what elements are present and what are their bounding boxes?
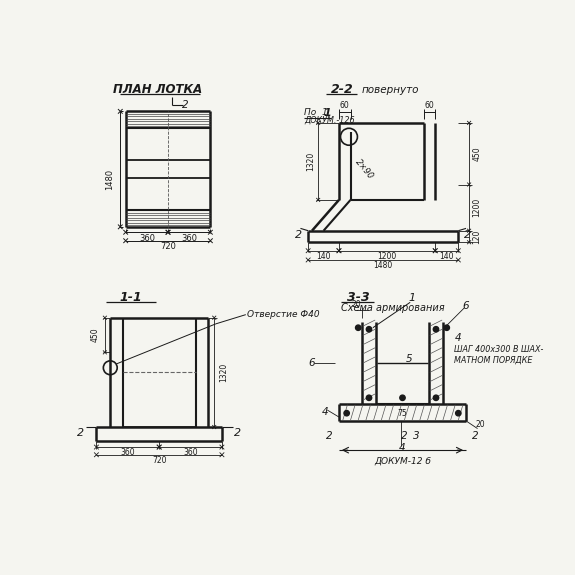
Text: 450: 450	[472, 147, 481, 161]
Circle shape	[455, 411, 461, 416]
Text: 1200: 1200	[472, 198, 481, 217]
Text: 720: 720	[160, 243, 176, 251]
Text: 3: 3	[413, 431, 420, 441]
Text: 4: 4	[322, 407, 328, 417]
Circle shape	[344, 411, 350, 416]
Text: 720: 720	[152, 455, 166, 465]
Text: 1: 1	[324, 108, 331, 118]
Text: 450: 450	[90, 328, 99, 342]
Text: 1320: 1320	[219, 363, 228, 382]
Circle shape	[434, 327, 439, 332]
Text: ШАГ 400х300 В ШАХ-
МАТНОМ ПОРЯДКЕ: ШАГ 400х300 В ШАХ- МАТНОМ ПОРЯДКЕ	[454, 346, 544, 365]
Text: Схема армирования: Схема армирования	[342, 304, 445, 313]
Text: 1-1: 1-1	[120, 291, 143, 304]
Text: 2: 2	[234, 428, 241, 438]
Text: 120: 120	[472, 229, 481, 244]
Text: 1320: 1320	[306, 152, 315, 171]
Text: 6: 6	[309, 358, 315, 368]
Text: 360: 360	[121, 448, 135, 457]
Text: ДОКУМ.-126: ДОКУМ.-126	[304, 116, 355, 125]
Text: 2-2: 2-2	[331, 83, 354, 96]
Text: 20: 20	[351, 300, 361, 309]
Circle shape	[434, 395, 439, 400]
Text: 2: 2	[472, 431, 478, 441]
Text: 1200: 1200	[377, 252, 397, 260]
Text: 140: 140	[316, 252, 331, 260]
Text: 60: 60	[340, 101, 350, 110]
Text: ДОКУМ-12 б: ДОКУМ-12 б	[374, 457, 431, 465]
Text: 4: 4	[454, 333, 461, 343]
Text: 360: 360	[183, 448, 198, 457]
Text: 2×90: 2×90	[354, 158, 375, 181]
Text: По  1: По 1	[304, 109, 328, 117]
Text: 360: 360	[139, 234, 155, 243]
Text: 1: 1	[408, 293, 415, 304]
Text: 2: 2	[401, 431, 407, 441]
Text: 20: 20	[475, 420, 485, 430]
Text: 3-3: 3-3	[347, 291, 369, 304]
Text: 2: 2	[296, 229, 302, 240]
Text: 360: 360	[181, 234, 197, 243]
Text: 5: 5	[405, 354, 412, 364]
Text: Отверстие Ф40: Отверстие Ф40	[247, 310, 319, 319]
Text: 60: 60	[424, 101, 434, 110]
Text: 2: 2	[182, 100, 189, 110]
Text: 75: 75	[398, 409, 407, 417]
Circle shape	[444, 325, 450, 331]
Text: ПЛАН ЛОТКА: ПЛАН ЛОТКА	[113, 83, 202, 96]
Text: 2: 2	[77, 428, 84, 438]
Circle shape	[366, 327, 371, 332]
Circle shape	[400, 395, 405, 400]
Text: 1480: 1480	[374, 261, 393, 270]
Text: 6: 6	[463, 301, 469, 311]
Text: 2: 2	[327, 431, 333, 441]
Text: повернуто: повернуто	[362, 85, 420, 95]
Text: 1480: 1480	[105, 169, 114, 190]
Circle shape	[355, 325, 361, 331]
Text: 2: 2	[464, 229, 471, 240]
Circle shape	[366, 395, 371, 400]
Text: 4: 4	[399, 443, 406, 453]
Text: 140: 140	[439, 252, 454, 260]
